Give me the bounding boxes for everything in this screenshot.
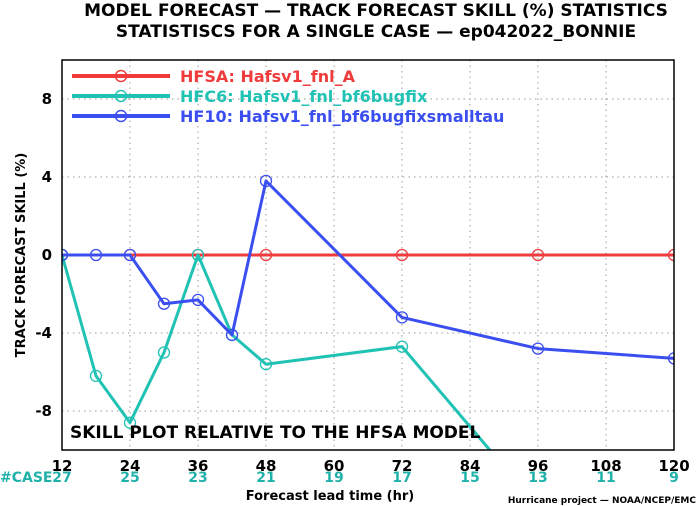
grid-lines (62, 60, 674, 450)
case-label: #CASE (0, 470, 53, 486)
legend-marker-2 (114, 89, 128, 103)
series-point-1 (667, 248, 674, 262)
series-point-3 (62, 248, 69, 262)
y-axis-title: TRACK FORECAST SKILL (%) (14, 153, 29, 358)
x-tick-label: 12 (52, 457, 73, 475)
case-count: 17 (392, 470, 411, 486)
series-point-2 (157, 346, 171, 359)
case-count-row: #CASE 27 25 23 21 19 17 15 13 11 9 (0, 470, 679, 486)
series-point-3 (667, 352, 674, 365)
series-point-3 (191, 293, 205, 307)
y-tick-labels: 8 4 0 -4 -8 (35, 90, 52, 420)
x-tick-label: 96 (528, 457, 549, 475)
case-count: 19 (324, 470, 343, 486)
case-count: 9 (669, 470, 679, 486)
case-count: 11 (596, 470, 615, 486)
series-point-2 (191, 248, 205, 262)
x-tick-label: 60 (324, 457, 345, 475)
series-point-3 (89, 248, 103, 262)
series-point-2 (259, 358, 273, 371)
series-point-3 (531, 342, 545, 355)
x-tick-label: 48 (256, 457, 277, 475)
legend-label-2: HFC6: Hafsv1_fnl_bf6bugfix (180, 87, 428, 106)
y-tick-label: 8 (42, 90, 52, 108)
chart-subtitle: STATISTISCS FOR A SINGLE CASE — ep042022… (116, 22, 636, 42)
x-axis-title: Forecast lead time (hr) (246, 489, 414, 504)
y-tick-label: 4 (42, 168, 52, 186)
x-tick-label: 72 (392, 457, 413, 475)
case-count: 25 (120, 470, 139, 486)
x-tick-labels: 12 24 36 48 60 72 84 96 108 120 (52, 457, 690, 475)
x-tick-label: 36 (188, 457, 209, 475)
case-count: 13 (528, 470, 547, 486)
series-layer (62, 174, 674, 450)
y-tick-label: -4 (35, 324, 52, 342)
series-point-1 (395, 248, 409, 262)
x-tick-label: 120 (658, 457, 689, 475)
series-point-1 (259, 248, 273, 262)
plot-frame (61, 59, 675, 451)
series-point-3 (259, 174, 273, 188)
series-point-3 (123, 248, 137, 262)
series-line-2 (62, 253, 491, 450)
x-tick-label: 24 (120, 457, 141, 475)
y-tick-label: 0 (42, 246, 52, 264)
chart-title: MODEL FORECAST — TRACK FORECAST SKILL (%… (84, 1, 668, 21)
series-line-3 (62, 179, 674, 360)
series-point-2 (89, 369, 103, 383)
case-count: 21 (256, 470, 275, 486)
series-point-2 (123, 416, 137, 429)
skill-annotation: SKILL PLOT RELATIVE TO THE HFSA MODEL (70, 423, 481, 443)
case-count: 15 (460, 470, 479, 486)
legend-marker-1 (114, 69, 128, 83)
y-tick-label: -8 (35, 402, 52, 420)
case-count: 23 (188, 470, 207, 486)
legend-marker-3 (114, 109, 128, 123)
series-point-2 (395, 340, 409, 353)
legend-label-3: HF10: Hafsv1_fnl_bf6bugfixsmalltau (180, 107, 504, 126)
legend-label-1: HFSA: Hafsv1_fnl_A (180, 67, 356, 86)
series-point-1 (531, 248, 545, 262)
series-point-3 (157, 297, 171, 310)
credit-text: Hurricane project — NOAA/NCEP/EMC (508, 496, 697, 506)
series-point-3 (395, 311, 409, 324)
case-count: 27 (52, 470, 71, 486)
x-tick-label: 84 (460, 457, 481, 475)
x-tick-label: 108 (590, 457, 621, 475)
series-point-3 (225, 328, 239, 342)
